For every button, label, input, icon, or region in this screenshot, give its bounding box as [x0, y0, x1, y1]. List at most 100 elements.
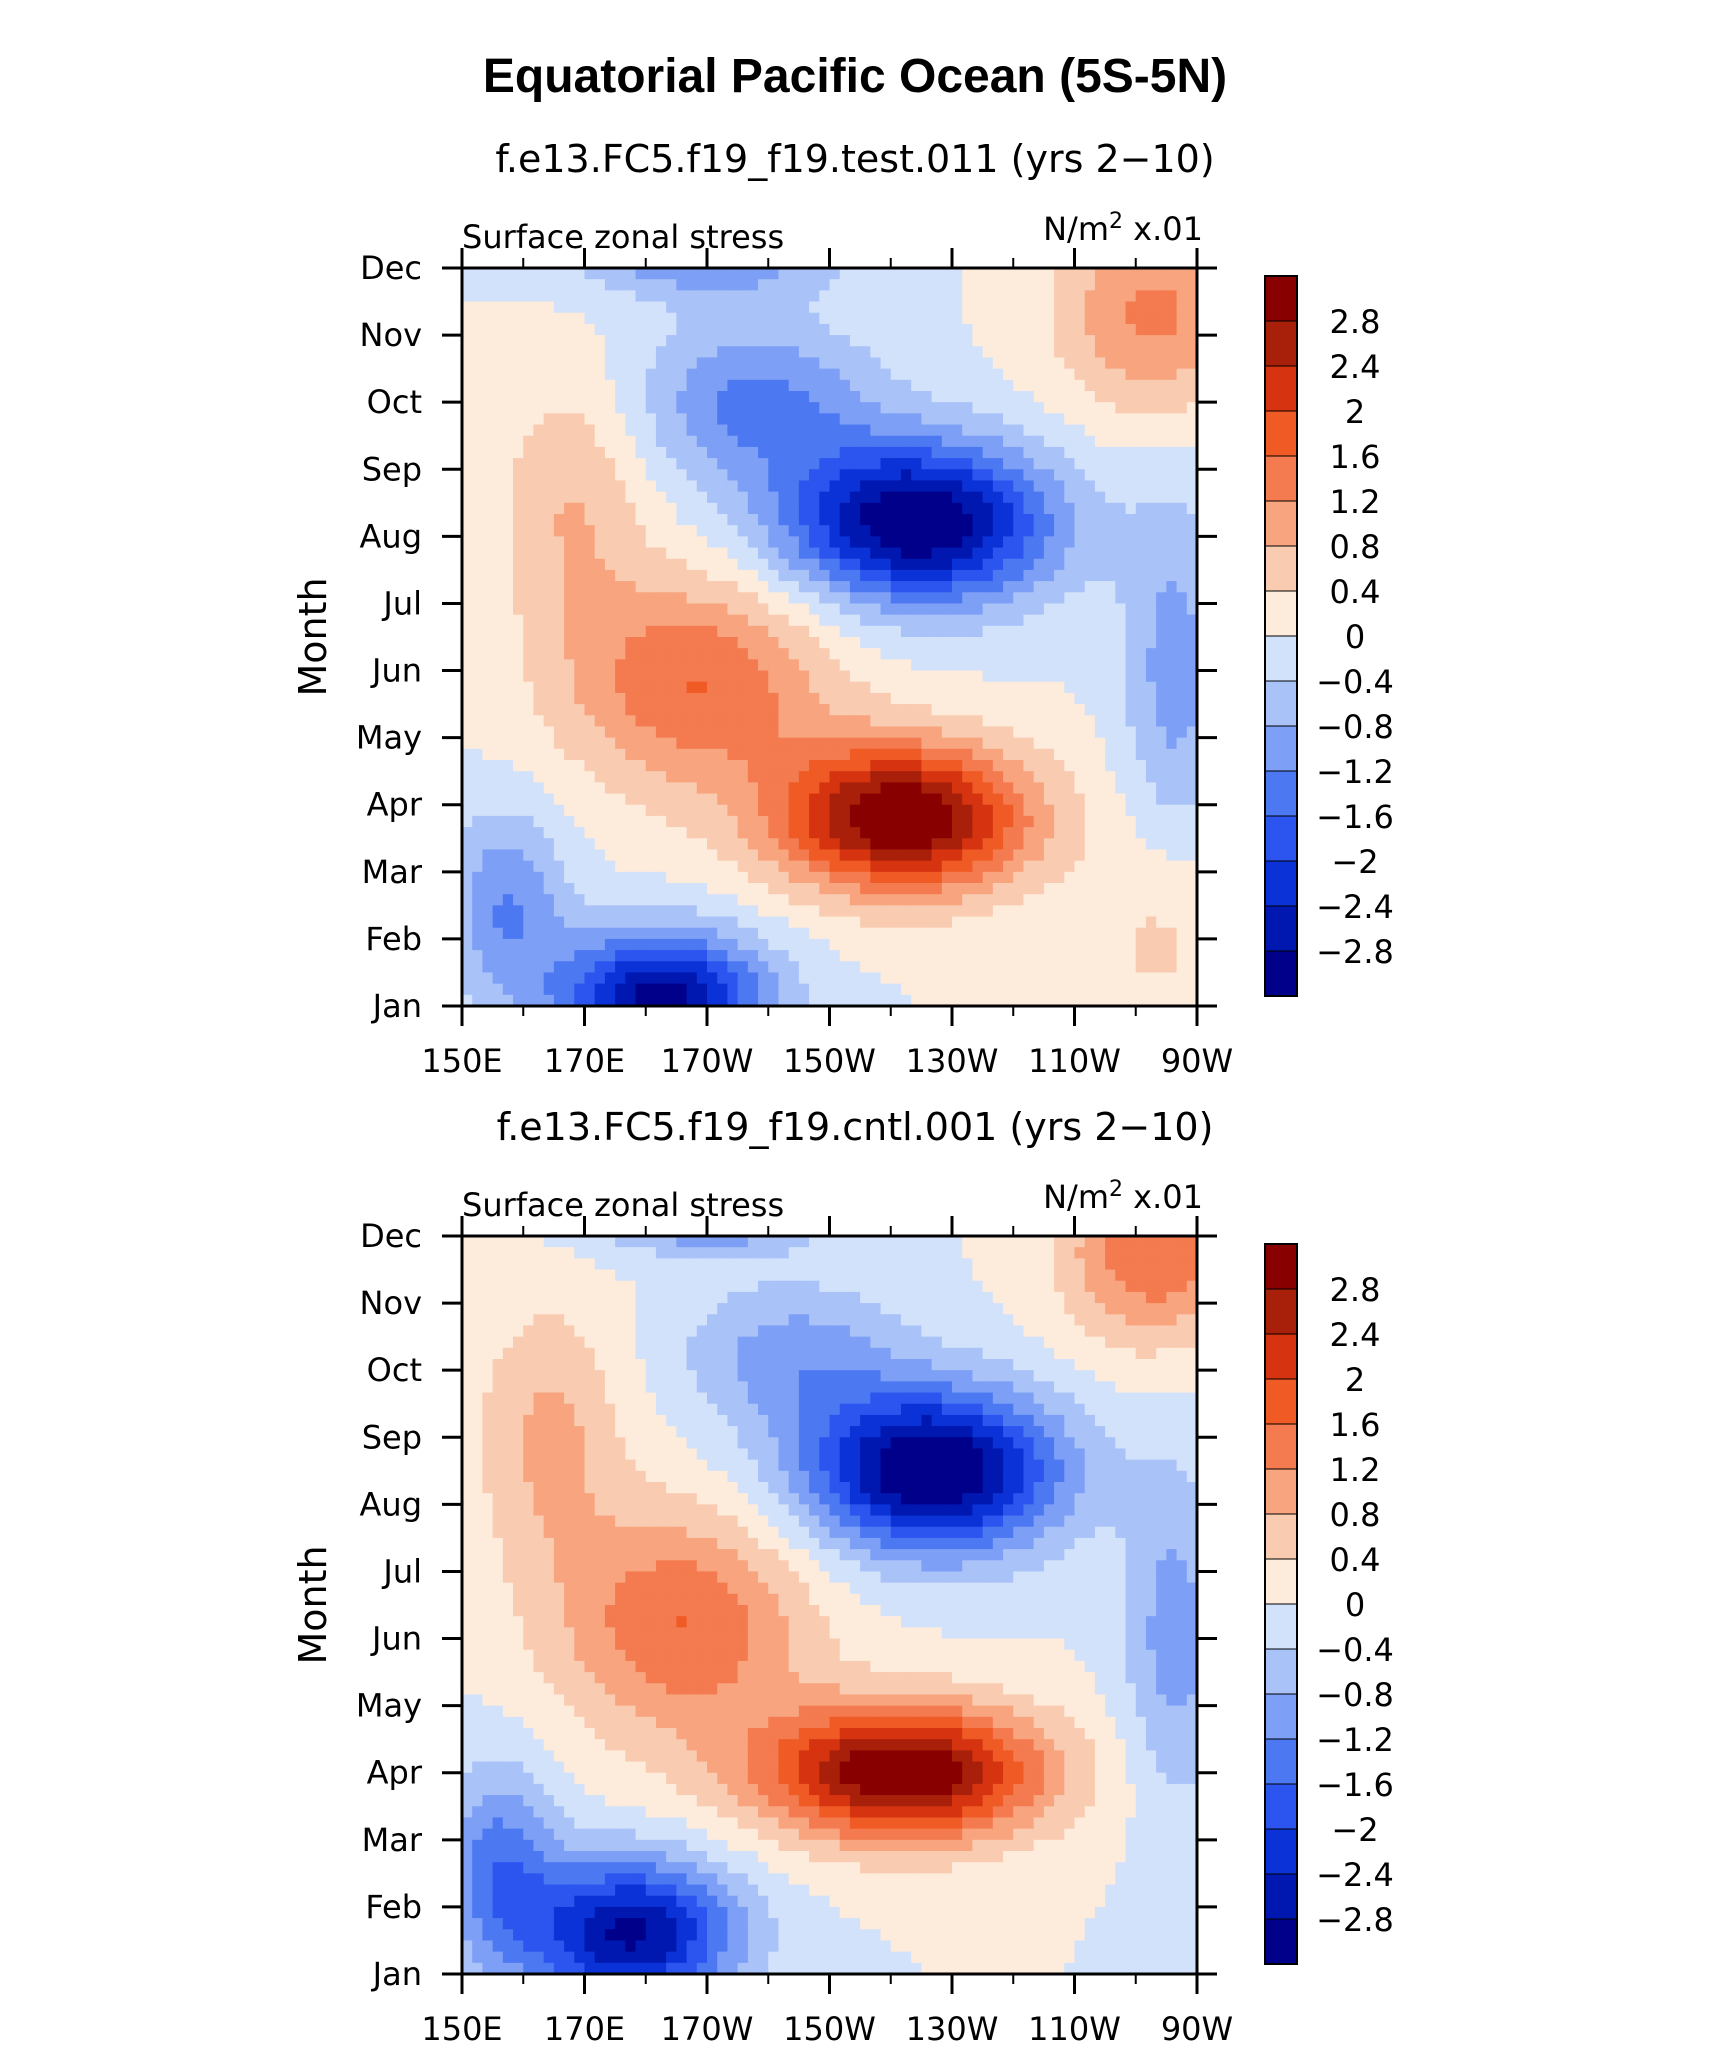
field-cell	[809, 413, 820, 426]
field-cell	[1166, 782, 1178, 795]
field-cell	[849, 502, 861, 515]
field-cell	[737, 961, 749, 974]
field-cell	[553, 692, 565, 705]
field-cell	[717, 950, 729, 962]
field-cell	[1125, 491, 1137, 504]
field-cell	[1064, 547, 1076, 560]
field-cell	[513, 748, 524, 761]
field-cell	[992, 312, 1004, 325]
field-cell	[645, 379, 657, 392]
field-cell	[574, 514, 586, 526]
field-cell	[1105, 603, 1116, 616]
field-cell	[809, 637, 820, 649]
field-cell	[594, 424, 606, 437]
field-cell	[778, 659, 790, 672]
field-cell	[553, 290, 565, 303]
field-cell	[513, 525, 524, 537]
field-cell	[1105, 502, 1116, 515]
field-cell	[564, 435, 575, 448]
field-cell	[860, 950, 871, 962]
field-cell	[666, 838, 677, 851]
field-cell	[911, 625, 922, 638]
field-cell	[472, 525, 484, 537]
field-cell	[931, 804, 943, 817]
field-cell	[768, 290, 780, 303]
field-cell	[1074, 603, 1086, 616]
field-cell	[1186, 748, 1198, 761]
field-cell	[1074, 514, 1086, 526]
field-cell	[564, 603, 575, 616]
field-cell	[553, 279, 565, 291]
field-cell	[819, 905, 831, 918]
field-cell	[758, 748, 769, 761]
field-cell	[1064, 346, 1076, 359]
field-cell	[655, 961, 667, 974]
field-cell	[849, 480, 861, 493]
field-cell	[1084, 368, 1096, 381]
field-cell	[666, 379, 677, 392]
field-cell	[870, 961, 882, 974]
field-cell	[809, 312, 820, 325]
field-cell	[1023, 894, 1035, 906]
field-cell	[1145, 871, 1157, 884]
field-cell	[758, 815, 769, 828]
field-cell	[972, 860, 984, 873]
field-cell	[472, 268, 484, 280]
field-cell	[1033, 379, 1045, 392]
field-cell	[676, 592, 688, 605]
field-cell	[1013, 547, 1025, 560]
field-cell	[523, 323, 535, 336]
field-cell	[655, 301, 667, 314]
field-cell	[625, 625, 637, 638]
field-cell	[635, 894, 647, 906]
field-cell	[645, 323, 657, 336]
field-cell	[686, 301, 698, 314]
field-cell	[513, 871, 524, 884]
field-cell	[829, 458, 841, 470]
field-cell	[1023, 916, 1035, 929]
field-cell	[594, 938, 606, 951]
field-cell	[472, 413, 484, 426]
field-cell	[768, 446, 780, 459]
field-cell	[941, 346, 953, 359]
field-cell	[1186, 994, 1198, 1007]
field-cell	[1186, 916, 1198, 929]
field-cell	[798, 760, 810, 772]
field-cell	[778, 357, 790, 370]
field-cell	[849, 782, 861, 795]
field-cell	[1074, 413, 1086, 426]
field-cell	[880, 592, 892, 605]
field-cell	[1186, 849, 1198, 862]
field-cell	[1013, 815, 1025, 828]
field-cell	[513, 681, 524, 694]
field-cell	[472, 827, 484, 839]
field-cell	[655, 950, 667, 962]
field-cell	[1023, 838, 1035, 851]
field-cell	[992, 771, 1004, 783]
field-cell	[523, 894, 535, 906]
field-cell	[870, 681, 882, 694]
field-cell	[1054, 569, 1065, 582]
field-cell	[1166, 815, 1178, 828]
field-cell	[1064, 838, 1076, 851]
field-cell	[778, 849, 790, 862]
field-cell	[1125, 927, 1137, 940]
field-cell	[574, 883, 586, 895]
field-cell	[727, 804, 739, 817]
field-cell	[758, 357, 769, 370]
field-cell	[992, 659, 1004, 672]
contour-field	[462, 268, 1198, 1007]
field-cell	[758, 771, 769, 783]
field-cell	[655, 525, 667, 537]
field-cell	[982, 659, 994, 672]
field-cell	[839, 614, 851, 627]
field-cell	[1176, 748, 1188, 761]
field-cell	[533, 838, 545, 851]
field-cell	[1003, 491, 1014, 504]
field-cell	[880, 525, 892, 537]
field-cell	[696, 446, 708, 459]
field-cell	[523, 379, 535, 392]
field-cell	[707, 312, 718, 325]
field-cell	[462, 1236, 473, 1248]
field-cell	[1115, 625, 1127, 638]
